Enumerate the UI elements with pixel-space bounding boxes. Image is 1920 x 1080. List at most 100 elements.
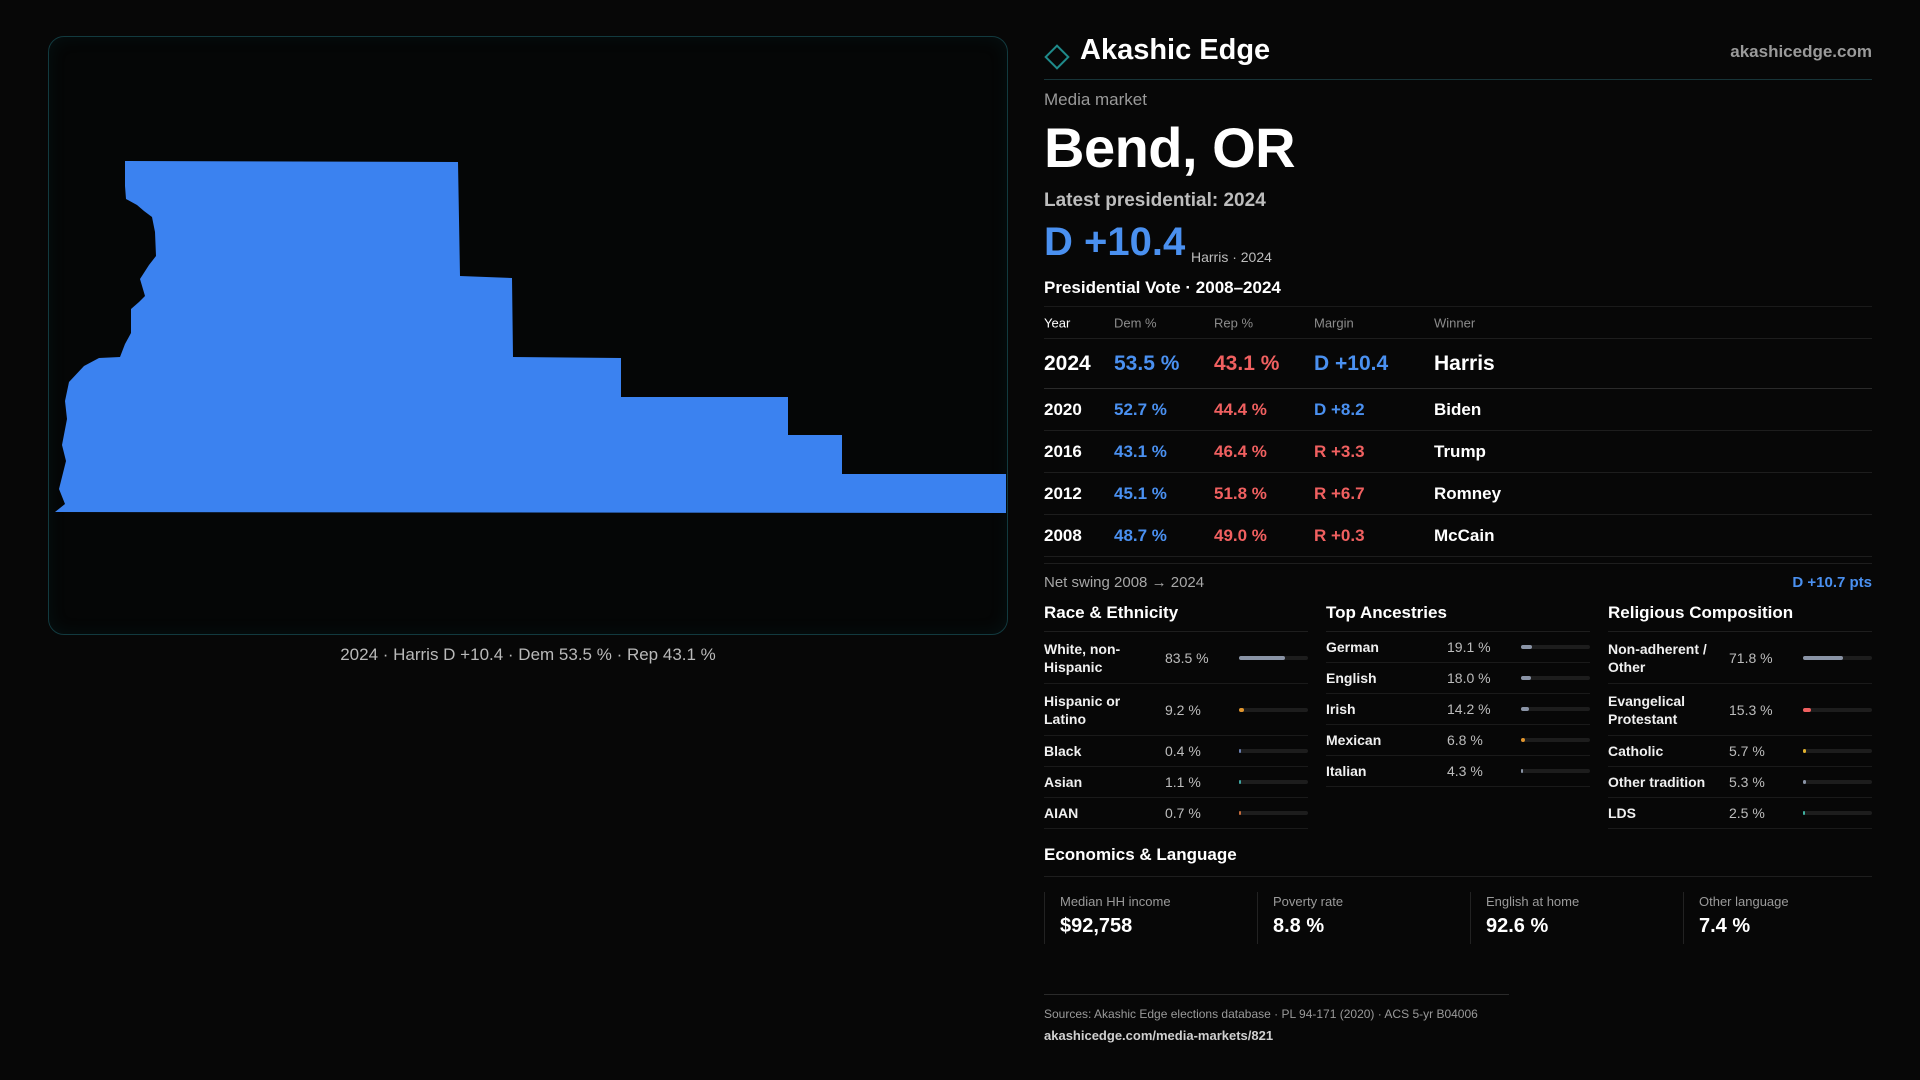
- econ-other-language: Other language 7.4 %: [1683, 892, 1896, 944]
- row-winner: Biden: [1434, 399, 1482, 419]
- econ-label: Poverty rate: [1273, 894, 1344, 909]
- stat-bar-fill: [1521, 676, 1531, 680]
- stat-value: 0.4 %: [1165, 743, 1201, 759]
- row-year: 2020: [1044, 399, 1082, 419]
- stat-bar: [1521, 676, 1590, 680]
- row-dem: 48.7 %: [1114, 525, 1167, 545]
- row-dem: 43.1 %: [1114, 441, 1167, 461]
- stat-bar-fill: [1239, 707, 1245, 712]
- economics-title: Economics & Language: [1044, 843, 1872, 877]
- market-detail-panel: Akashic Edge akashicedge.com Media marke…: [1044, 0, 1872, 1080]
- latest-margin-sub: Harris · 2024: [1191, 249, 1272, 265]
- stat-label: Black: [1044, 743, 1082, 759]
- stat-bar: [1239, 707, 1308, 712]
- stat-label: Mexican: [1326, 732, 1382, 748]
- market-map[interactable]: [49, 37, 1008, 635]
- footer: Sources: Akashic Edge elections database…: [1044, 994, 1509, 1043]
- brand-name: Akashic Edge: [1080, 34, 1271, 66]
- net-swing: Net swing 2008 → 2024 D +10.7 pts: [1044, 563, 1872, 597]
- list-item: Evangelical Protestant 15.3 %: [1608, 684, 1872, 736]
- row-winner: Trump: [1434, 441, 1486, 461]
- stat-bar: [1239, 780, 1308, 784]
- stat-value: 4.3 %: [1447, 763, 1483, 779]
- page-title: Bend, OR: [1044, 116, 1296, 179]
- table-row[interactable]: 2024 53.5 % 43.1 % D +10.4 Harris: [1044, 339, 1872, 389]
- row-year: 2016: [1044, 441, 1082, 461]
- stat-label: LDS: [1608, 805, 1636, 821]
- econ-value: 8.8 %: [1273, 915, 1325, 937]
- row-year: 2008: [1044, 525, 1082, 545]
- econ-value: 92.6 %: [1486, 915, 1549, 937]
- stat-bar: [1803, 780, 1872, 784]
- stat-bar: [1521, 738, 1590, 742]
- table-row[interactable]: 2012 45.1 % 51.8 % R +6.7 Romney: [1044, 473, 1872, 515]
- row-rep: 51.8 %: [1214, 483, 1267, 503]
- list-item: AIAN 0.7 %: [1044, 798, 1308, 829]
- stat-bar-fill: [1803, 749, 1807, 753]
- econ-english-at-home: English at home 92.6 %: [1470, 892, 1683, 944]
- brand-header: Akashic Edge akashicedge.com: [1044, 30, 1872, 80]
- stat-bar: [1239, 749, 1308, 753]
- stat-value: 71.8 %: [1729, 649, 1773, 666]
- row-year: 2012: [1044, 483, 1082, 503]
- stat-value: 15.3 %: [1729, 701, 1773, 718]
- list-item: English 18.0 %: [1326, 663, 1590, 694]
- row-dem: 45.1 %: [1114, 483, 1167, 503]
- stat-label: Italian: [1326, 763, 1367, 779]
- permalink[interactable]: akashicedge.com/media-markets/821: [1044, 1028, 1274, 1043]
- econ-label: Median HH income: [1060, 894, 1171, 909]
- stat-bar-fill: [1521, 707, 1529, 711]
- table-row[interactable]: 2016 43.1 % 46.4 % R +3.3 Trump: [1044, 431, 1872, 473]
- list-item: Other tradition 5.3 %: [1608, 767, 1872, 798]
- diamond-logo-icon: [1044, 44, 1070, 70]
- list-item: White, non-Hispanic 83.5 %: [1044, 632, 1308, 684]
- stat-label: AIAN: [1044, 805, 1079, 821]
- econ-value: $92,758: [1060, 915, 1133, 937]
- stat-label: Catholic: [1608, 743, 1664, 759]
- table-row[interactable]: 2020 52.7 % 44.4 % D +8.2 Biden: [1044, 389, 1872, 431]
- col-header-margin: Margin: [1314, 315, 1354, 331]
- swing-value: D +10.7 pts: [1792, 574, 1872, 591]
- swing-label: Net swing 2008 → 2024: [1044, 574, 1205, 591]
- stat-label: English: [1326, 670, 1377, 686]
- religion-title: Religious Composition: [1608, 600, 1872, 632]
- stat-label: Asian: [1044, 774, 1083, 790]
- stat-bar-fill: [1521, 738, 1525, 742]
- latest-margin: D +10.4: [1044, 220, 1186, 264]
- row-margin: R +6.7: [1314, 483, 1365, 503]
- row-winner: Harris: [1434, 351, 1495, 375]
- market-kicker: Media market: [1044, 90, 1147, 109]
- row-margin: R +3.3: [1314, 441, 1365, 461]
- stat-bar-fill: [1239, 655, 1286, 660]
- ancestry-title: Top Ancestries: [1326, 600, 1590, 632]
- map-caption: 2024 · Harris D +10.4 · Dem 53.5 % · Rep…: [340, 645, 716, 664]
- stat-bar: [1803, 749, 1872, 753]
- stat-bar-fill: [1239, 749, 1241, 753]
- stat-label: White, non-Hispanic: [1044, 640, 1121, 675]
- vote-section-title: Presidential Vote · 2008–2024: [1044, 278, 1281, 297]
- row-margin: R +0.3: [1314, 525, 1365, 545]
- econ-label: Other language: [1699, 894, 1789, 909]
- econ-value: 7.4 %: [1699, 915, 1751, 937]
- ancestries-section: Top Ancestries German 19.1 % English 18.…: [1326, 600, 1590, 787]
- map-panel[interactable]: [48, 36, 1008, 635]
- brand-url-link[interactable]: akashicedge.com: [1730, 42, 1872, 61]
- row-dem: 53.5 %: [1114, 351, 1180, 375]
- stat-value: 0.7 %: [1165, 805, 1201, 821]
- row-year: 2024: [1044, 351, 1091, 375]
- row-rep: 49.0 %: [1214, 525, 1267, 545]
- stat-value: 5.3 %: [1729, 774, 1765, 790]
- stat-value: 2.5 %: [1729, 805, 1765, 821]
- table-row[interactable]: 2008 48.7 % 49.0 % R +0.3 McCain: [1044, 515, 1872, 557]
- latest-presidential: Latest presidential: 2024: [1044, 190, 1266, 211]
- market-shape[interactable]: [55, 161, 1006, 513]
- stat-bar: [1239, 655, 1308, 660]
- col-header-winner: Winner: [1434, 315, 1476, 331]
- stat-label: German: [1326, 639, 1379, 655]
- col-header-year: Year: [1044, 315, 1071, 331]
- sources-text: Sources: Akashic Edge elections database…: [1044, 1007, 1478, 1021]
- stat-value: 9.2 %: [1165, 701, 1201, 718]
- race-title: Race & Ethnicity: [1044, 600, 1308, 632]
- econ-poverty-rate: Poverty rate 8.8 %: [1257, 892, 1470, 944]
- stat-value: 83.5 %: [1165, 649, 1209, 666]
